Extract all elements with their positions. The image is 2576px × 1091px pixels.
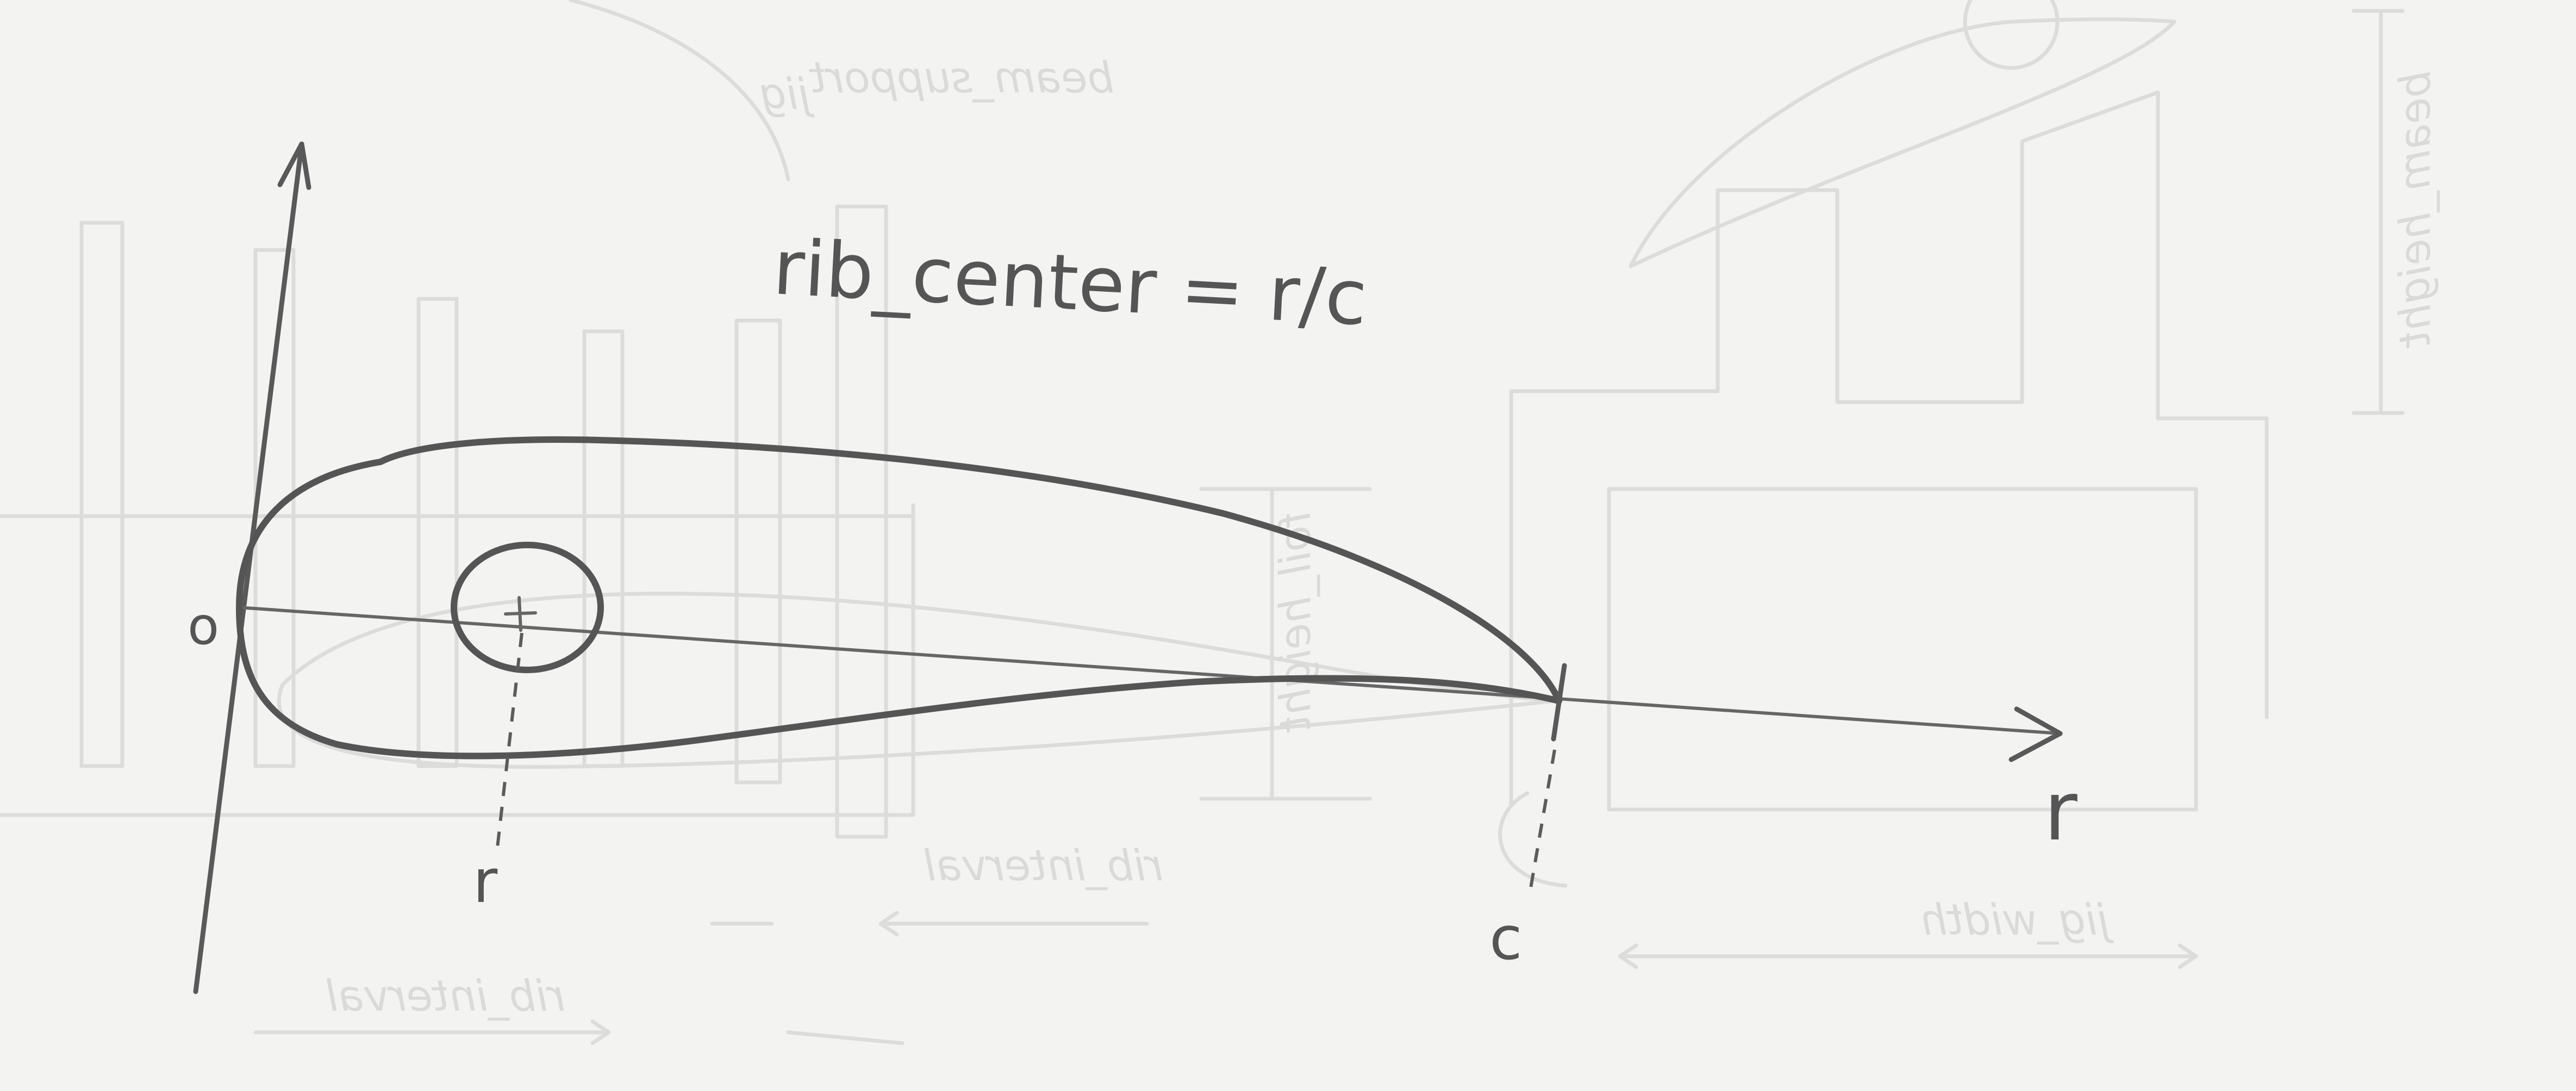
ghost-rib-3 [416,297,459,768]
r-axis-arrowhead [2009,706,2063,762]
ghost-jig-box [1607,487,2198,812]
ghost-beam-arm [1629,17,2176,268]
ghost-rib-interval-arrow-1 [253,1019,611,1045]
r-marker-label: r [473,847,498,916]
faint-background-drawing: beam_support jig beam_height rib_interva… [0,0,2440,1045]
c-marker-label: c [1489,904,1522,973]
ghost-jig-width-arrow [1618,943,2198,969]
trailing-edge-tick [1551,663,1567,742]
chord-line-r-axis [238,606,2062,735]
formula-rib-center: rib_center = r/c [771,223,1369,343]
ghost-jig-frame [1509,90,2269,806]
r-marker-dashed-line [496,632,523,848]
ghost-base-line [0,503,915,817]
ghost-small-arrows [710,921,905,1045]
ghost-c-scribble [1498,791,1568,888]
rib-center-mark [504,596,537,632]
ghost-rib-4 [582,329,625,768]
ghost-label-beam-support: beam_support [809,54,1114,103]
ghost-beam-height-dim [2352,9,2405,415]
ghost-label-jig-width: jig_width [1920,896,2114,945]
r-axis-label: r [2044,764,2078,859]
ghost-support-arc [569,0,790,181]
ghost-rib-6 [835,204,888,839]
ghost-foil-height-dim [1199,487,1372,801]
rib-center-circle [451,542,604,673]
ghost-label-rib-interval-top: rib_interval [924,842,1163,891]
ghost-label-rib-interval-bottom: rib_interval [326,972,565,1021]
c-marker-dashed-line [1529,749,1556,892]
origin-label: o [188,597,219,656]
ghost-label-foil-height: foil_height [1271,511,1320,733]
ghost-rib-interval-arrow-2 [878,911,1149,937]
ghost-pivot-circle [1963,0,2060,70]
vertical-axis [193,141,304,994]
ghost-label-jig: jig [759,70,815,119]
ghost-label-beam-height: beam_height [2391,71,2440,348]
airfoil-outline [236,436,1562,760]
ghost-rib-5 [734,318,782,785]
vertical-axis-arrowhead [277,141,311,190]
ghost-rib-1 [79,221,124,768]
